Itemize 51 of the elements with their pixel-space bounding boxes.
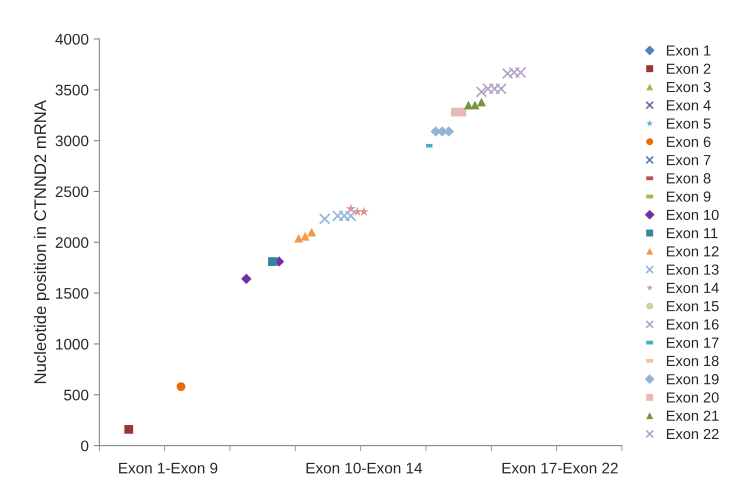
point	[470, 100, 480, 110]
legend-label: Exon 5	[666, 118, 711, 129]
point	[457, 108, 466, 117]
legend-label: Exon 15	[666, 301, 719, 312]
y-tick-label: 3000	[56, 135, 88, 146]
y-axis-title: Nucleotide position in CTNND2 mRNA	[34, 100, 50, 384]
legend-label: Exon 22	[666, 428, 719, 440]
point	[352, 206, 362, 216]
x-tick-label: Exon 1-Exon 9	[119, 462, 218, 474]
legend-label: Exon 13	[666, 264, 719, 275]
point	[307, 228, 316, 237]
legend-label: Exon 16	[666, 319, 719, 330]
legend-label: Exon 19	[666, 374, 719, 384]
point	[464, 100, 473, 110]
legend-label: Exon 3	[666, 82, 710, 92]
point	[476, 86, 488, 98]
y-tick-label: 0	[81, 440, 88, 452]
legend-label: Exon 21	[666, 410, 719, 421]
point	[300, 232, 310, 241]
point	[359, 206, 369, 216]
legend-label: Exon 9	[666, 191, 710, 202]
point	[124, 424, 134, 434]
legend-label: Exon 14	[666, 282, 719, 294]
y-tick-label: 500	[64, 390, 88, 400]
y-tick-label: 4000	[55, 34, 88, 45]
legend-label: Exon 10	[666, 210, 719, 220]
legend-label: Exon 7	[666, 155, 710, 166]
legend-label: Exon 11	[666, 228, 718, 238]
y-tick-label: 2000	[56, 237, 88, 248]
legend-label: Exon 8	[666, 173, 711, 184]
y-tick-label: 1000	[56, 338, 88, 350]
legend-label: Exon 1	[666, 45, 710, 56]
point	[346, 204, 356, 213]
point	[241, 274, 252, 284]
point	[318, 213, 330, 225]
point	[477, 98, 486, 106]
legend-label: Exon 12	[666, 246, 719, 257]
legend-label: Exon 2	[666, 64, 710, 74]
y-tick-label: 3500	[56, 84, 88, 96]
legend-label: Exon 4	[666, 100, 711, 110]
legend-label: Exon 17	[666, 338, 719, 348]
point	[176, 382, 186, 392]
point	[268, 257, 277, 266]
legend-label: Exon 20	[666, 392, 719, 403]
legend-label: Exon 18	[666, 356, 719, 366]
y-tick-label: 2500	[56, 186, 88, 198]
legend-label: Exon 6	[666, 136, 710, 147]
x-tick-label: Exon 17-Exon 22	[502, 462, 618, 474]
point	[294, 234, 303, 243]
y-tick-label: 1500	[56, 288, 88, 299]
x-tick-label: Exon 10-Exon 14	[306, 462, 422, 474]
